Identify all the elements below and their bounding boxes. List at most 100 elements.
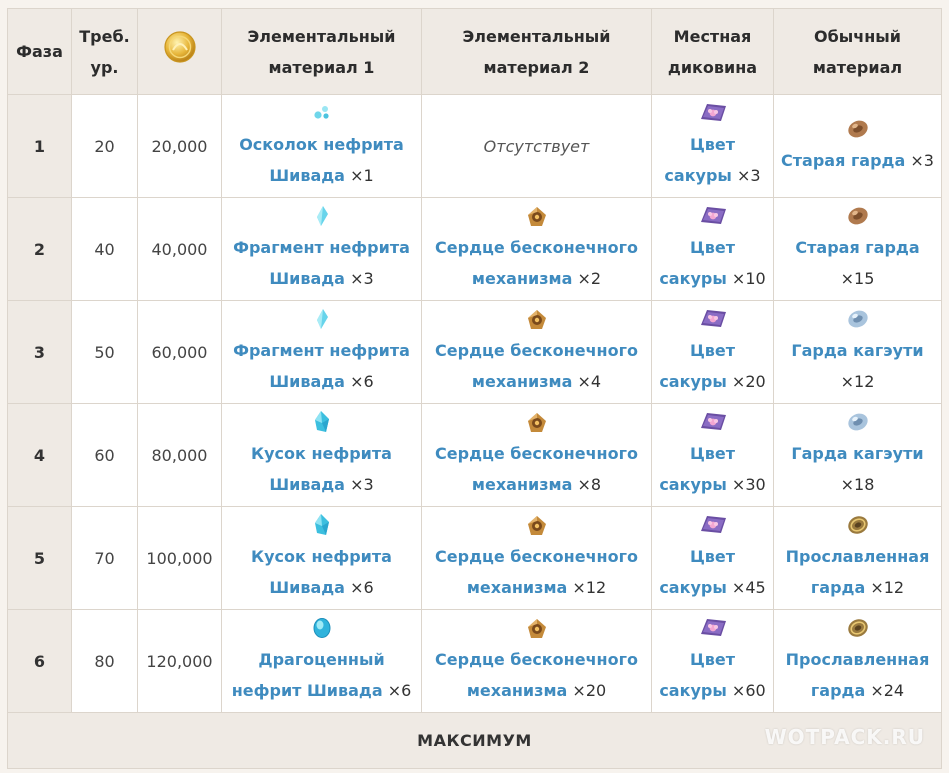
level-cell: 60 bbox=[71, 403, 138, 507]
table-row: 3 50 60,000 Фрагмент нефрита Шивада ×6 Сердц… bbox=[7, 300, 942, 404]
material-link[interactable]: Гарда кагэути bbox=[791, 444, 924, 463]
absent-label: Отсутствует bbox=[483, 136, 590, 156]
material-link[interactable]: Сердце бесконечного механизма bbox=[435, 341, 638, 391]
local-specialty-cell: Цвет сакуры ×45 bbox=[651, 506, 774, 610]
material-quantity: ×6 bbox=[350, 578, 374, 597]
phase-cell: 1 bbox=[7, 94, 72, 198]
material-quantity: ×3 bbox=[910, 150, 934, 170]
ascension-materials-table: Фаза Треб. ур. Элементальный м bbox=[7, 8, 942, 769]
table-row: 1 20 20,000 Осколок нефрита Шивада ×1 Отсутс… bbox=[7, 94, 942, 198]
material-link[interactable]: Цвет сакуры bbox=[659, 238, 736, 288]
material-quantity: ×20 bbox=[572, 681, 607, 700]
material-link[interactable]: Фрагмент нефрита Шивада bbox=[233, 238, 410, 288]
level-cell: 70 bbox=[71, 506, 138, 610]
old-handguard-icon bbox=[778, 117, 937, 143]
material-link[interactable]: Фрагмент нефрита Шивада bbox=[233, 341, 410, 391]
common-material-cell: Гарда кагэути ×18 bbox=[773, 403, 942, 507]
sakura-bloom-icon bbox=[656, 101, 769, 127]
material-quantity: ×3 bbox=[350, 475, 374, 494]
material-link[interactable]: Сердце бесконечного механизма bbox=[435, 650, 638, 700]
material-link[interactable]: Прославленная гарда bbox=[785, 650, 930, 700]
material-quantity: ×18 bbox=[840, 475, 875, 494]
common-material-cell: Гарда кагэути ×12 bbox=[773, 300, 942, 404]
elemental-2-cell: Сердце бесконечного механизма ×4 bbox=[421, 300, 652, 404]
material-quantity: ×60 bbox=[731, 681, 766, 700]
elemental-1-cell: Кусок нефрита Шивада ×6 bbox=[221, 506, 422, 610]
header-elemental-material-2: Элементальный материал 2 bbox=[421, 8, 652, 95]
table-row: 2 40 40,000 Фрагмент нефрита Шивада ×3 Сердц… bbox=[7, 197, 942, 301]
kageuchi-handguard-icon bbox=[778, 307, 937, 333]
mora-cell: 40,000 bbox=[137, 197, 222, 301]
material-link[interactable]: Цвет сакуры bbox=[659, 547, 736, 597]
header-common-material: Обычный материал bbox=[773, 8, 942, 95]
material-quantity: ×12 bbox=[572, 578, 607, 597]
perpetual-heart-icon bbox=[426, 307, 647, 333]
header-required-level: Треб. ур. bbox=[71, 8, 138, 95]
material-link[interactable]: Прославленная гарда bbox=[785, 547, 930, 597]
material-link[interactable]: Кусок нефрита Шивада bbox=[251, 547, 392, 597]
header-local-specialty: Местная диковина bbox=[651, 8, 774, 95]
mora-coin-icon bbox=[163, 30, 196, 63]
material-link[interactable]: Старая гарда bbox=[795, 238, 920, 257]
material-quantity: ×24 bbox=[870, 681, 905, 700]
perpetual-heart-icon bbox=[426, 410, 647, 436]
table-row: 5 70 100,000 Кусок нефрита Шивада ×6 Сердце … bbox=[7, 506, 942, 610]
local-specialty-cell: Цвет сакуры ×30 bbox=[651, 403, 774, 507]
material-link[interactable]: Сердце бесконечного механизма bbox=[435, 444, 638, 494]
mora-cell: 60,000 bbox=[137, 300, 222, 404]
sakura-bloom-icon bbox=[656, 616, 769, 642]
common-material-cell: Прославленная гарда ×12 bbox=[773, 506, 942, 610]
elemental-1-cell: Фрагмент нефрита Шивада ×6 bbox=[221, 300, 422, 404]
material-link[interactable]: Кусок нефрита Шивада bbox=[251, 444, 392, 494]
elemental-2-cell: Сердце бесконечного механизма ×8 bbox=[421, 403, 652, 507]
elemental-1-cell: Осколок нефрита Шивада ×1 bbox=[221, 94, 422, 198]
old-handguard-icon bbox=[778, 204, 937, 230]
material-quantity: ×12 bbox=[840, 372, 875, 391]
jade-sliver-icon bbox=[226, 101, 417, 127]
jade-gemstone-icon bbox=[226, 616, 417, 642]
material-quantity: ×4 bbox=[577, 372, 602, 391]
jade-chunk-icon bbox=[226, 410, 417, 436]
material-quantity: ×20 bbox=[731, 372, 766, 391]
local-specialty-cell: Цвет сакуры ×10 bbox=[651, 197, 774, 301]
kageuchi-handguard-icon bbox=[778, 410, 937, 436]
local-specialty-cell: Цвет сакуры ×60 bbox=[651, 609, 774, 713]
material-quantity: ×8 bbox=[577, 475, 602, 494]
sakura-bloom-icon bbox=[656, 410, 769, 436]
material-quantity: ×15 bbox=[840, 269, 875, 288]
material-link[interactable]: Цвет сакуры bbox=[659, 650, 736, 700]
material-quantity: ×1 bbox=[350, 166, 374, 185]
material-quantity: ×2 bbox=[577, 269, 602, 288]
elemental-2-cell: Сердце бесконечного механизма ×2 bbox=[421, 197, 652, 301]
material-quantity: ×30 bbox=[731, 475, 766, 494]
material-link[interactable]: Осколок нефрита Шивада bbox=[239, 135, 404, 185]
elemental-2-cell: Сердце бесконечного механизма ×20 bbox=[421, 609, 652, 713]
material-link[interactable]: Драгоценный нефрит Шивада bbox=[231, 650, 385, 700]
elemental-2-cell: Отсутствует bbox=[421, 94, 652, 198]
material-link[interactable]: Гарда кагэути bbox=[791, 341, 924, 360]
local-specialty-cell: Цвет сакуры ×20 bbox=[651, 300, 774, 404]
material-quantity: ×6 bbox=[350, 372, 374, 391]
jade-fragment-icon bbox=[226, 204, 417, 230]
material-link[interactable]: Цвет сакуры bbox=[664, 135, 736, 185]
header-mora bbox=[137, 8, 222, 95]
material-link[interactable]: Цвет сакуры bbox=[659, 341, 736, 391]
header-phase: Фаза bbox=[7, 8, 72, 95]
phase-cell: 2 bbox=[7, 197, 72, 301]
phase-cell: 5 bbox=[7, 506, 72, 610]
mora-cell: 100,000 bbox=[137, 506, 222, 610]
perpetual-heart-icon bbox=[426, 513, 647, 539]
famed-handguard-icon bbox=[778, 513, 937, 539]
watermark: WOTPACK.RU bbox=[764, 725, 925, 749]
phase-cell: 6 bbox=[7, 609, 72, 713]
elemental-1-cell: Драгоценный нефрит Шивада ×6 bbox=[221, 609, 422, 713]
jade-fragment-icon bbox=[226, 307, 417, 333]
material-link[interactable]: Сердце бесконечного механизма bbox=[435, 547, 638, 597]
sakura-bloom-icon bbox=[656, 513, 769, 539]
elemental-2-cell: Сердце бесконечного механизма ×12 bbox=[421, 506, 652, 610]
material-link[interactable]: Старая гарда bbox=[781, 150, 906, 170]
material-link[interactable]: Цвет сакуры bbox=[659, 444, 736, 494]
common-material-cell: Старая гарда ×3 bbox=[773, 94, 942, 198]
material-link[interactable]: Сердце бесконечного механизма bbox=[435, 238, 638, 288]
header-elemental-material-1: Элементальный материал 1 bbox=[221, 8, 422, 95]
